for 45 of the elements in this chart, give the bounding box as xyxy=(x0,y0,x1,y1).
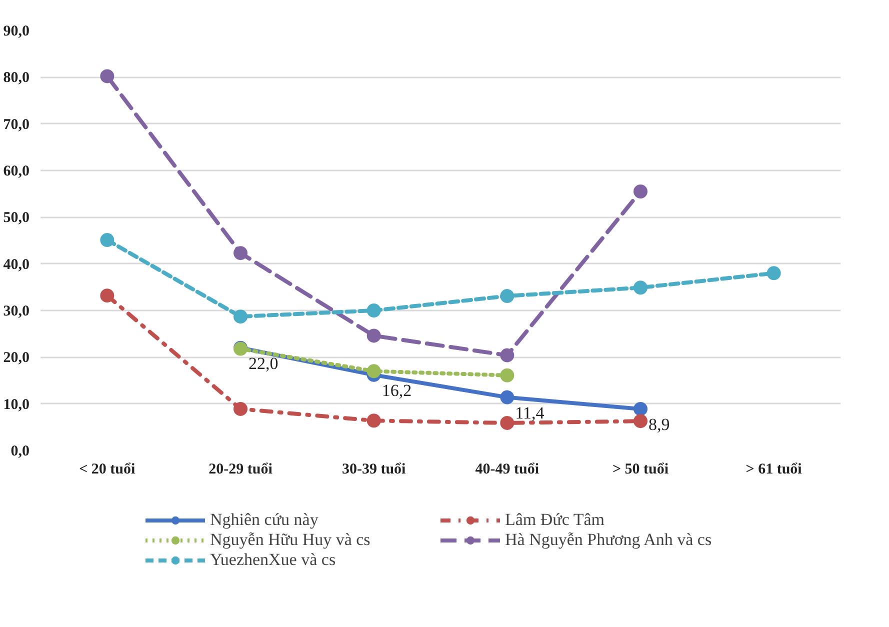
point xyxy=(234,246,248,260)
legend-label: YuezhenXue và cs xyxy=(210,550,337,570)
data-label: 8,9 xyxy=(648,414,670,434)
y-tick-label: 30,0 xyxy=(3,304,30,320)
point xyxy=(500,390,514,404)
point xyxy=(634,402,648,416)
data-label: 22,0 xyxy=(248,354,278,373)
y-tick-label: 60,0 xyxy=(3,164,30,180)
data-label: 11,4 xyxy=(515,403,545,422)
point xyxy=(366,414,381,428)
legend-label: Hà Nguyễn Phương Anh và cs xyxy=(505,530,713,550)
x-tick-label: < 20 tuổi xyxy=(79,462,136,478)
legend-label: Lâm Đức Tâm xyxy=(505,510,606,530)
point xyxy=(100,233,114,248)
point xyxy=(100,69,114,84)
y-tick-label: 50,0 xyxy=(3,210,30,226)
y-tick-label: 90,0 xyxy=(3,24,30,40)
point xyxy=(234,402,248,416)
point xyxy=(366,364,381,378)
point xyxy=(500,348,514,362)
data-label: 16,2 xyxy=(382,380,412,400)
y-tick-label: 40,0 xyxy=(3,256,30,273)
point xyxy=(234,310,248,324)
legend-label: Nguyễn Hữu Huy và cs xyxy=(210,530,372,550)
x-tick-label: 40-49 tuổi xyxy=(475,462,540,478)
point xyxy=(500,368,514,382)
y-tick-label: 70,0 xyxy=(3,116,30,133)
point xyxy=(500,416,514,430)
x-tick-label: 30-39 tuổi xyxy=(342,462,406,478)
point xyxy=(634,414,648,428)
x-tick-label: > 50 tuổi xyxy=(612,462,669,478)
point xyxy=(634,280,648,295)
y-tick-label: 80,0 xyxy=(3,70,30,86)
point xyxy=(100,288,114,303)
y-tick-label: 0,0 xyxy=(10,444,30,460)
point xyxy=(366,328,381,343)
x-tick-label: 20-29 tuổi xyxy=(208,462,272,478)
point xyxy=(634,184,648,198)
x-tick-label: > 61 tuổi xyxy=(746,462,802,478)
point xyxy=(366,304,381,318)
point xyxy=(500,289,514,304)
legend-label: Nghiên cứu này xyxy=(210,510,320,530)
y-tick-label: 10,0 xyxy=(3,396,30,413)
y-tick-label: 20,0 xyxy=(3,350,30,366)
point xyxy=(766,266,781,280)
